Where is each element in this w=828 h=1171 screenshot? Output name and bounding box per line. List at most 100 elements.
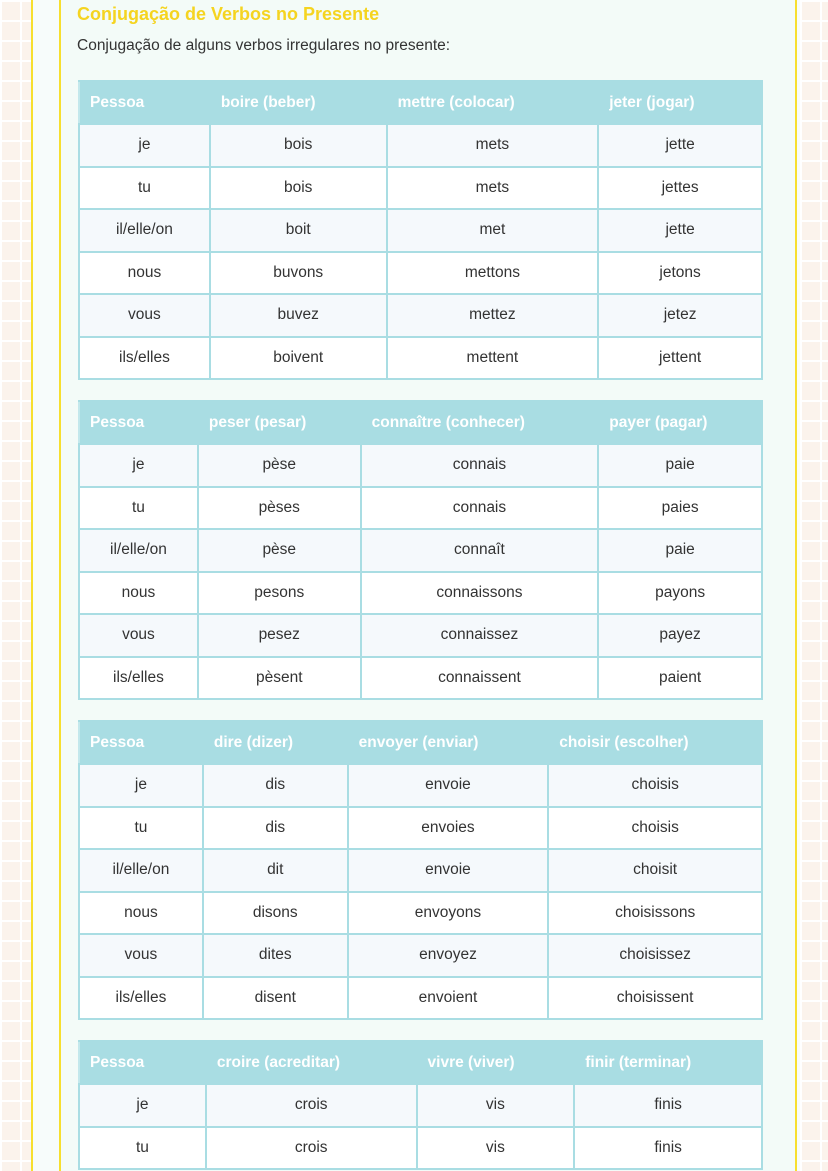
table-cell: finis <box>573 1083 763 1128</box>
column-header: dire (dizer) <box>201 720 349 765</box>
page-title: Conjugação de Verbos no Presente <box>77 4 380 24</box>
table-cell: vous <box>78 613 199 658</box>
table-cell: choisis <box>547 805 763 850</box>
table-cell: tu <box>78 485 199 530</box>
column-header: Pessoa <box>78 400 199 445</box>
table-cell: met <box>385 208 600 253</box>
column-header: finir (terminar) <box>573 1040 763 1085</box>
table-cell: pesons <box>196 570 362 615</box>
table-row: je pèse connais paie <box>78 443 763 488</box>
column-header: choisir (escolher) <box>547 720 763 765</box>
conjugation-table: Pessoa boire (beber) mettre (colocar) jeter… <box>78 80 763 380</box>
table-cell: buvez <box>208 293 388 338</box>
frame-border <box>59 0 61 1171</box>
table-cell: dis <box>201 763 349 808</box>
table-cell: disons <box>201 890 349 935</box>
table-header-row: Pessoa peser (pesar) connaître (conhecer) p… <box>78 400 763 445</box>
column-header: Pessoa <box>78 80 211 125</box>
table-cell: finis <box>573 1125 763 1170</box>
table-cell: vous <box>78 933 204 978</box>
table-row: il/elle/on dit envoie choisit <box>78 848 763 893</box>
column-header: boire (beber) <box>208 80 388 125</box>
table-cell: pèse <box>196 528 362 573</box>
table-cell: je <box>78 763 204 808</box>
column-header: connaître (conhecer) <box>359 400 600 445</box>
table-cell: vis <box>415 1125 576 1170</box>
table-cell: je <box>78 123 211 168</box>
table-cell: il/elle/on <box>78 848 204 893</box>
column-header: Pessoa <box>78 1040 207 1085</box>
table-cell: il/elle/on <box>78 528 199 573</box>
table-cell: mets <box>385 165 600 210</box>
table-cell: paie <box>597 528 763 573</box>
table-row: tu crois vis finis <box>78 1125 763 1170</box>
table-row: tu bois mets jettes <box>78 165 763 210</box>
table-cell: nous <box>78 250 211 295</box>
table-cell: buvons <box>208 250 388 295</box>
frame-border <box>795 0 797 1171</box>
table-cell: tu <box>78 165 211 210</box>
content-panel: Conjugação de Verbos no Presente Conjuga… <box>61 0 795 1171</box>
table-cell: paient <box>597 655 763 700</box>
conjugation-table: Pessoa croire (acreditar) vivre (viver) fin… <box>78 1040 763 1170</box>
column-header: payer (pagar) <box>597 400 763 445</box>
table-cell: connais <box>359 443 600 488</box>
table-cell: ils/elles <box>78 975 204 1020</box>
table-cell: pèses <box>196 485 362 530</box>
table-cell: envoient <box>346 975 550 1020</box>
table-cell: choisit <box>547 848 763 893</box>
page-subtitle: Conjugação de alguns verbos irregulares … <box>77 37 451 54</box>
table-cell: choisissent <box>547 975 763 1020</box>
table-header-row: Pessoa boire (beber) mettre (colocar) jeter… <box>78 80 763 125</box>
table-header-row: Pessoa dire (dizer) envoyer (enviar) choisi… <box>78 720 763 765</box>
table-cell: paies <box>597 485 763 530</box>
column-header: croire (acreditar) <box>204 1040 418 1085</box>
table-row: je bois mets jette <box>78 123 763 168</box>
table-cell: choisis <box>547 763 763 808</box>
table-cell: jette <box>597 123 763 168</box>
table-row: je crois vis finis <box>78 1083 763 1128</box>
table-cell: bois <box>208 123 388 168</box>
column-header: peser (pesar) <box>196 400 362 445</box>
table-cell: crois <box>204 1083 418 1128</box>
table-cell: il/elle/on <box>78 208 211 253</box>
conjugation-table: Pessoa peser (pesar) connaître (conhecer) p… <box>78 400 763 700</box>
table-cell: jettes <box>597 165 763 210</box>
table-row: vous buvez mettez jetez <box>78 293 763 338</box>
table-cell: dit <box>201 848 349 893</box>
table-cell: bois <box>208 165 388 210</box>
table-cell: nous <box>78 890 204 935</box>
table-row: ils/elles boivent mettent jettent <box>78 335 763 380</box>
table-row: nous pesons connaissons payons <box>78 570 763 615</box>
column-header: mettre (colocar) <box>385 80 600 125</box>
frame-border <box>31 0 33 1171</box>
table-cell: dis <box>201 805 349 850</box>
table-row: ils/elles pèsent connaissent paient <box>78 655 763 700</box>
table-row: nous disons envoyons choisissons <box>78 890 763 935</box>
table-cell: tu <box>78 1125 207 1170</box>
table-row: il/elle/on pèse connaît paie <box>78 528 763 573</box>
column-header: vivre (viver) <box>415 1040 576 1085</box>
table-row: il/elle/on boit met jette <box>78 208 763 253</box>
table-cell: connaissons <box>359 570 600 615</box>
table-cell: mettent <box>385 335 600 380</box>
table-cell: mettez <box>385 293 600 338</box>
table-cell: tu <box>78 805 204 850</box>
table-row: vous pesez connaissez payez <box>78 613 763 658</box>
frame-margin <box>32 0 60 1171</box>
table-cell: envoyez <box>346 933 550 978</box>
table-cell: jetons <box>597 250 763 295</box>
frame-margin <box>797 0 800 1171</box>
table-row: je dis envoie choisis <box>78 763 763 808</box>
column-header: jeter (jogar) <box>597 80 763 125</box>
table-cell: pesez <box>196 613 362 658</box>
table-cell: mets <box>385 123 600 168</box>
table-cell: crois <box>204 1125 418 1170</box>
table-cell: paie <box>597 443 763 488</box>
table-row: tu pèses connais paies <box>78 485 763 530</box>
table-cell: nous <box>78 570 199 615</box>
table-cell: disent <box>201 975 349 1020</box>
table-cell: choisissons <box>547 890 763 935</box>
table-cell: vous <box>78 293 211 338</box>
column-header: Pessoa <box>78 720 204 765</box>
